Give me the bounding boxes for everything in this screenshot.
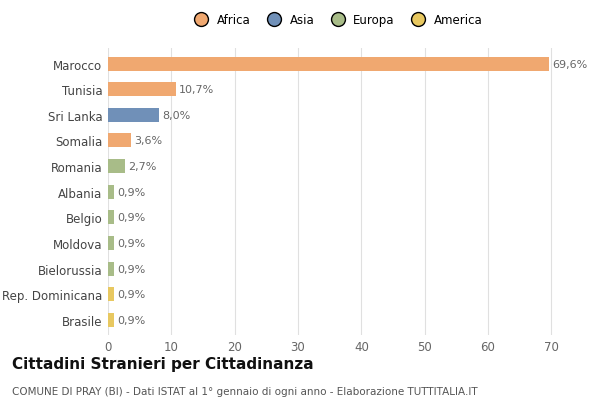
Bar (108, 313, 114, 327)
Text: COMUNE DI PRAY (BI) - Dati ISTAT al 1° gennaio di ogni anno - Elaborazione TUTTI: COMUNE DI PRAY (BI) - Dati ISTAT al 1° g… (12, 387, 478, 396)
Text: Cittadini Stranieri per Cittadinanza: Cittadini Stranieri per Cittadinanza (12, 356, 314, 371)
Text: 0,9%: 0,9% (117, 290, 145, 299)
Bar (108, 236, 114, 250)
Text: 0,9%: 0,9% (117, 238, 145, 248)
Bar (108, 185, 114, 199)
Bar (108, 83, 176, 97)
Bar (108, 134, 131, 148)
Bar (108, 160, 125, 174)
Bar (108, 57, 549, 72)
Bar (108, 288, 114, 301)
Bar (108, 108, 158, 123)
Bar (108, 262, 114, 276)
Text: 2,7%: 2,7% (128, 162, 157, 172)
Text: 0,9%: 0,9% (117, 264, 145, 274)
Text: 0,9%: 0,9% (117, 315, 145, 325)
Text: 69,6%: 69,6% (552, 59, 587, 70)
Text: 0,9%: 0,9% (117, 213, 145, 223)
Text: 0,9%: 0,9% (117, 187, 145, 197)
Text: 8,0%: 8,0% (162, 110, 190, 121)
Bar (108, 211, 114, 225)
Text: 3,6%: 3,6% (134, 136, 162, 146)
Legend: Africa, Asia, Europa, America: Africa, Asia, Europa, America (185, 9, 487, 31)
Text: 10,7%: 10,7% (179, 85, 214, 95)
